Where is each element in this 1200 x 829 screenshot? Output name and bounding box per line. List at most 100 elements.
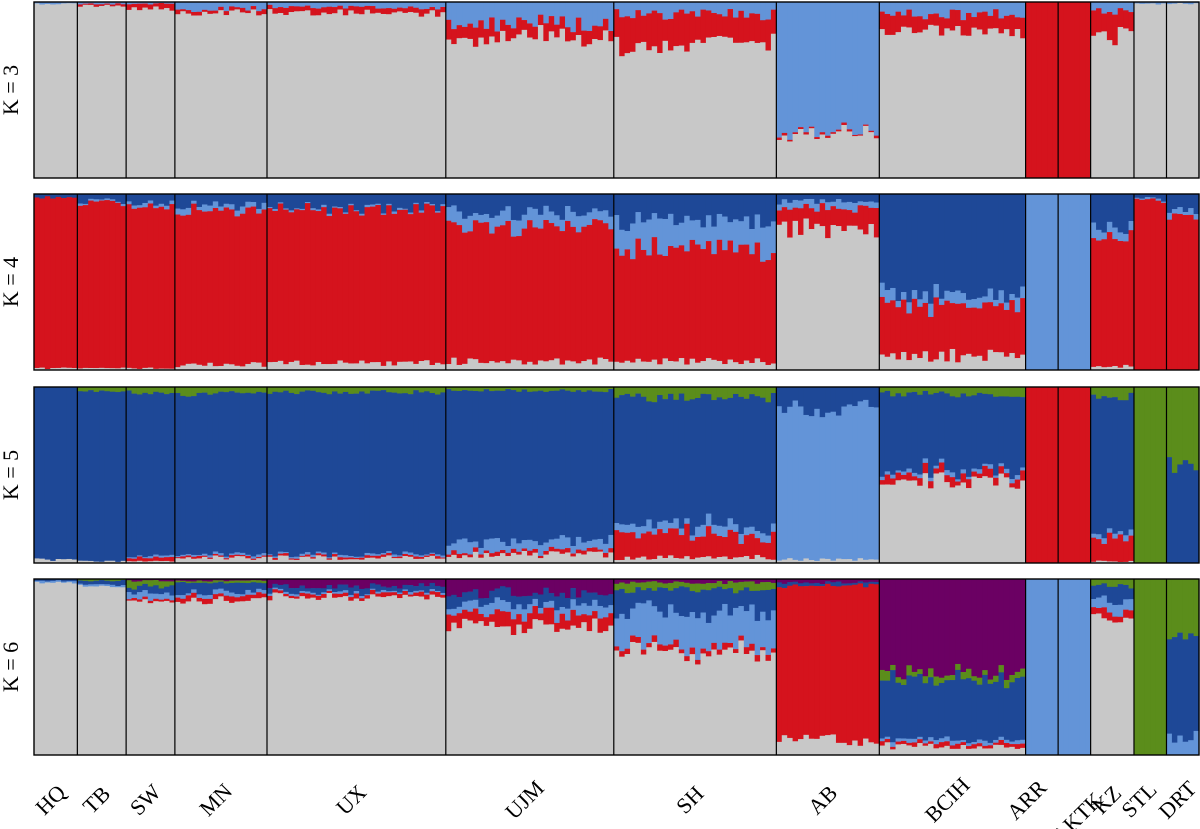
bar-segment-grey [559, 28, 566, 179]
bar-segment-purple [651, 579, 658, 582]
bar-segment-red [386, 8, 393, 15]
individual-bar [191, 2, 198, 179]
bar-segment-grey [716, 557, 723, 564]
bar-segment-dark-blue [559, 389, 566, 536]
bar-segment-dark-blue [1117, 194, 1124, 233]
bar-segment-dark-blue [115, 580, 122, 587]
bar-segment-grey [71, 3, 78, 179]
bar-segment-dark-blue [451, 194, 458, 206]
individual-bar [890, 579, 897, 756]
bar-segment-green [1166, 579, 1173, 640]
bar-segment-red [868, 130, 875, 133]
bar-segment-grey [586, 44, 593, 179]
bar-segment-red [212, 10, 219, 14]
bar-segment-light-blue [559, 607, 566, 615]
bar-segment-green [1193, 387, 1200, 471]
bar-segment-grey [120, 587, 127, 756]
bar-segment-dark-blue [1096, 398, 1103, 535]
bar-segment-grey [749, 558, 756, 564]
individual-bar [873, 579, 880, 756]
bar-segment-light-blue [1079, 194, 1086, 371]
bar-segment-grey [619, 559, 626, 564]
bar-segment-purple [581, 579, 588, 591]
bar-segment-light-blue [917, 2, 924, 17]
bar-segment-purple [288, 579, 295, 589]
individual-bar [391, 194, 398, 371]
bar-segment-grey [711, 558, 718, 564]
bar-segment-light-blue [434, 211, 441, 213]
individual-bar [397, 194, 404, 371]
bar-segment-grey [678, 45, 685, 179]
bar-segment-grey [386, 361, 393, 371]
bar-segment-grey [630, 641, 637, 756]
bar-segment-light-blue [705, 622, 712, 652]
bar-segment-red [928, 481, 935, 489]
bar-segment-grey [99, 585, 106, 756]
bar-segment-light-blue [662, 617, 669, 646]
bar-segment-grey [873, 138, 880, 179]
individual-bar [283, 194, 290, 371]
individual-bar [348, 387, 355, 564]
bar-segment-dark-blue [581, 391, 588, 543]
bar-segment-light-blue [998, 463, 1005, 467]
bar-segment-red [359, 215, 366, 361]
bar-segment-light-blue [651, 606, 658, 636]
bar-segment-grey [765, 559, 772, 564]
bar-segment-dark-blue [575, 597, 582, 606]
bar-segment-red [413, 556, 420, 560]
bar-segment-red [884, 13, 891, 36]
bar-segment-light-blue [1112, 227, 1119, 240]
bar-segment-dark-blue [424, 194, 431, 203]
individual-bar [337, 194, 344, 371]
individual-bar [429, 387, 436, 564]
bar-segment-grey [976, 746, 983, 756]
individual-bar [711, 2, 718, 179]
bar-segment-red [900, 15, 907, 27]
bar-segment-grey [581, 622, 588, 756]
bar-segment-light-blue [689, 2, 696, 12]
bar-segment-purple [462, 579, 469, 593]
bar-segment-red [646, 255, 653, 363]
bar-segment-grey [147, 561, 154, 564]
bar-segment-light-blue [158, 555, 165, 558]
individual-bar [998, 2, 1005, 179]
bar-segment-light-blue [928, 2, 935, 15]
bar-segment-red [407, 594, 414, 597]
bar-segment-red [467, 611, 474, 621]
bar-segment-red [982, 465, 989, 477]
bar-segment-light-blue [630, 223, 637, 260]
bar-segment-light-blue [857, 201, 864, 206]
bar-segment-green [635, 582, 642, 588]
bar-segment-dark-blue [738, 590, 745, 607]
bar-segment-dark-blue [61, 579, 68, 582]
bar-segment-red [1031, 387, 1038, 564]
bar-segment-dark-blue [164, 586, 171, 593]
bar-segment-green [976, 677, 983, 685]
bar-segment-grey [413, 363, 420, 371]
bar-segment-grey [272, 13, 279, 179]
bar-segment-grey [613, 650, 620, 756]
individual-bar [1188, 194, 1195, 371]
individual-bar [55, 2, 62, 179]
bar-segment-grey [1117, 622, 1124, 756]
individual-bar [326, 387, 333, 564]
bar-segment-red [1047, 2, 1054, 179]
bar-segment-green [185, 387, 192, 397]
bar-segment-red [321, 7, 328, 13]
bar-segment-light-blue [315, 2, 322, 9]
individual-bar [1150, 2, 1157, 179]
individual-bar [521, 2, 528, 179]
bar-segment-dark-blue [678, 393, 685, 529]
bar-segment-grey [277, 593, 284, 756]
bar-segment-red [1188, 214, 1195, 371]
bar-segment-light-blue [971, 468, 978, 472]
bar-segment-green [678, 387, 685, 394]
bar-segment-red [743, 535, 750, 557]
bar-segment-light-blue [700, 227, 707, 250]
bar-segment-red [597, 549, 604, 552]
bar-segment-grey [597, 357, 604, 371]
bar-segment-red [624, 16, 631, 54]
bar-segment-light-blue [548, 539, 555, 548]
individual-bar [375, 2, 382, 179]
bar-segment-grey [1106, 366, 1113, 371]
